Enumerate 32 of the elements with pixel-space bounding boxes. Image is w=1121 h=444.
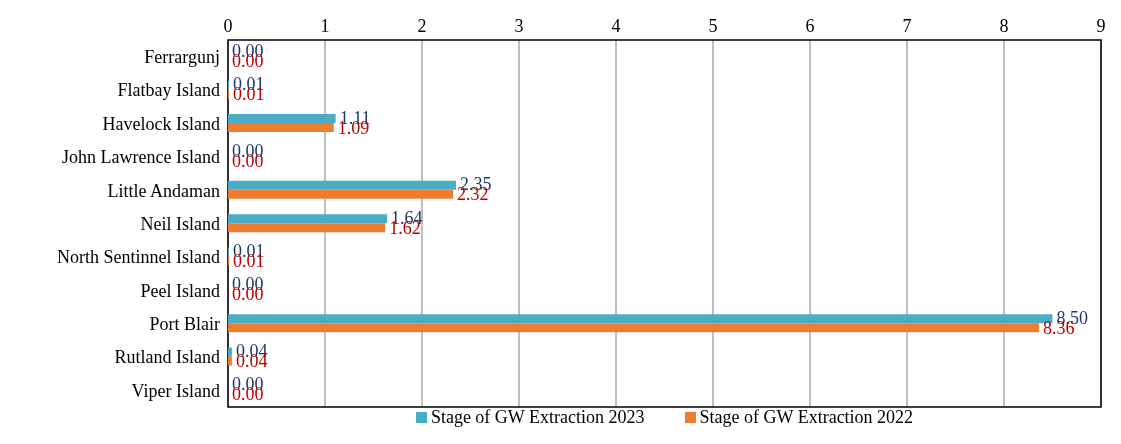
x-tick-label: 4 [611, 16, 621, 36]
x-tick-label: 2 [417, 16, 427, 36]
x-tick-label: 6 [805, 16, 815, 36]
bar [228, 356, 232, 366]
y-tick-label: Flatbay Island [117, 80, 220, 101]
y-tick-label: Little Andaman [107, 180, 220, 201]
bar [228, 189, 454, 199]
y-tick-label: Viper Island [131, 380, 220, 401]
x-tick-label: 5 [708, 16, 718, 36]
bar [228, 323, 1039, 333]
y-tick-label: Havelock Island [102, 113, 220, 134]
legend-label: Stage of GW Extraction 2022 [698, 407, 914, 428]
bar [228, 123, 334, 133]
x-tick-label: 3 [514, 16, 524, 36]
y-tick-label: Peel Island [140, 280, 220, 301]
x-tick-label: 9 [1096, 16, 1106, 36]
y-tick-label: North Sentinnel Island [57, 247, 220, 268]
y-tick-label: Ferrargunj [144, 47, 220, 68]
y-tick-label: Port Blair [149, 313, 220, 334]
y-tick-label: Rutland Island [114, 347, 220, 368]
bar [228, 347, 232, 357]
x-tick-label: 7 [902, 16, 912, 36]
bar [228, 114, 336, 124]
y-tick-label: Neil Island [140, 213, 220, 234]
x-tick-label: 8 [999, 16, 1009, 36]
bar [228, 180, 456, 190]
x-tick-label: 1 [320, 16, 330, 36]
bar [228, 214, 388, 224]
x-tick-label: 0 [223, 16, 233, 36]
legend-label: Stage of GW Extraction 2023 [429, 407, 645, 428]
bar [228, 223, 386, 233]
y-tick-label: John Lawrence Island [62, 147, 220, 168]
